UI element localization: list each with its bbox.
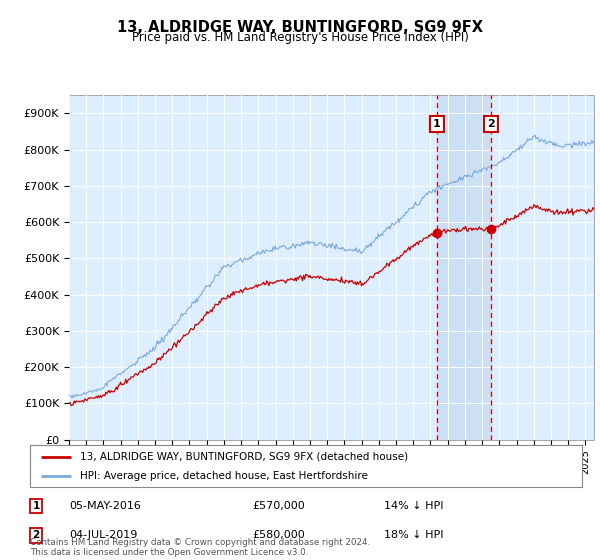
- Text: 13, ALDRIDGE WAY, BUNTINGFORD, SG9 9FX (detached house): 13, ALDRIDGE WAY, BUNTINGFORD, SG9 9FX (…: [80, 452, 408, 462]
- Text: 04-JUL-2019: 04-JUL-2019: [69, 530, 137, 540]
- Text: 14% ↓ HPI: 14% ↓ HPI: [384, 501, 443, 511]
- Text: 1: 1: [433, 119, 441, 129]
- Text: 2: 2: [487, 119, 494, 129]
- Text: 13, ALDRIDGE WAY, BUNTINGFORD, SG9 9FX: 13, ALDRIDGE WAY, BUNTINGFORD, SG9 9FX: [117, 20, 483, 35]
- Text: Contains HM Land Registry data © Crown copyright and database right 2024.
This d: Contains HM Land Registry data © Crown c…: [30, 538, 370, 557]
- Text: HPI: Average price, detached house, East Hertfordshire: HPI: Average price, detached house, East…: [80, 472, 368, 481]
- Text: £570,000: £570,000: [252, 501, 305, 511]
- Text: Price paid vs. HM Land Registry's House Price Index (HPI): Price paid vs. HM Land Registry's House …: [131, 31, 469, 44]
- Text: 2: 2: [32, 530, 40, 540]
- Text: 18% ↓ HPI: 18% ↓ HPI: [384, 530, 443, 540]
- Text: 05-MAY-2016: 05-MAY-2016: [69, 501, 141, 511]
- Bar: [437, 95, 491, 440]
- Text: £580,000: £580,000: [252, 530, 305, 540]
- Text: 1: 1: [32, 501, 40, 511]
